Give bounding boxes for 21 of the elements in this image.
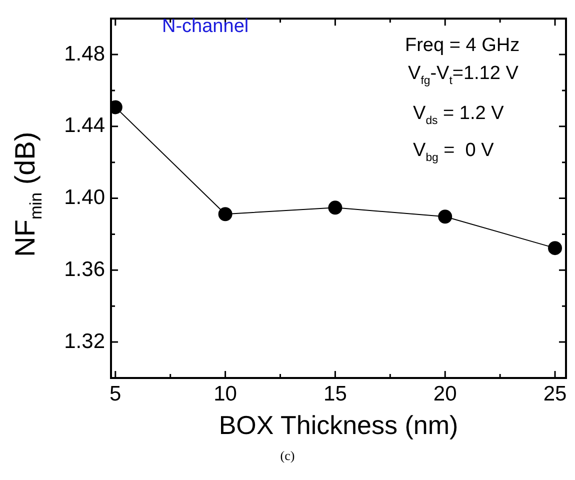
annotation: V$_{fg}$-V$_{t}$=1.12 V (408, 63, 518, 87)
x-tick-label: 10 (214, 382, 237, 406)
annotation: V$_{ds}$ = 1.2 V (413, 103, 504, 127)
annotation: V$_{bg}$ = 0 V (413, 140, 494, 164)
x-tick-label: 15 (324, 382, 347, 406)
point (328, 200, 342, 215)
point (438, 210, 452, 224)
x-tick-label: 5 (110, 382, 122, 406)
x-tick-label: 20 (433, 382, 457, 406)
y-tick-label: 1.44 (64, 114, 106, 138)
x-tick-label: 25 (543, 382, 567, 406)
y-tick-label: 1.48 (64, 42, 105, 66)
point (548, 241, 562, 256)
y-tick-label: 1.36 (64, 258, 105, 281)
annotation: Freq = 4 GHz (405, 35, 520, 57)
y-tick-label: 1.32 (64, 330, 105, 353)
y-tick-label: 1.40 (64, 186, 105, 210)
text: (c) (279, 448, 296, 464)
annotation: N-channel (162, 16, 249, 38)
point (218, 207, 232, 222)
x-axis-title: BOX Thickness (nm) (218, 410, 460, 441)
